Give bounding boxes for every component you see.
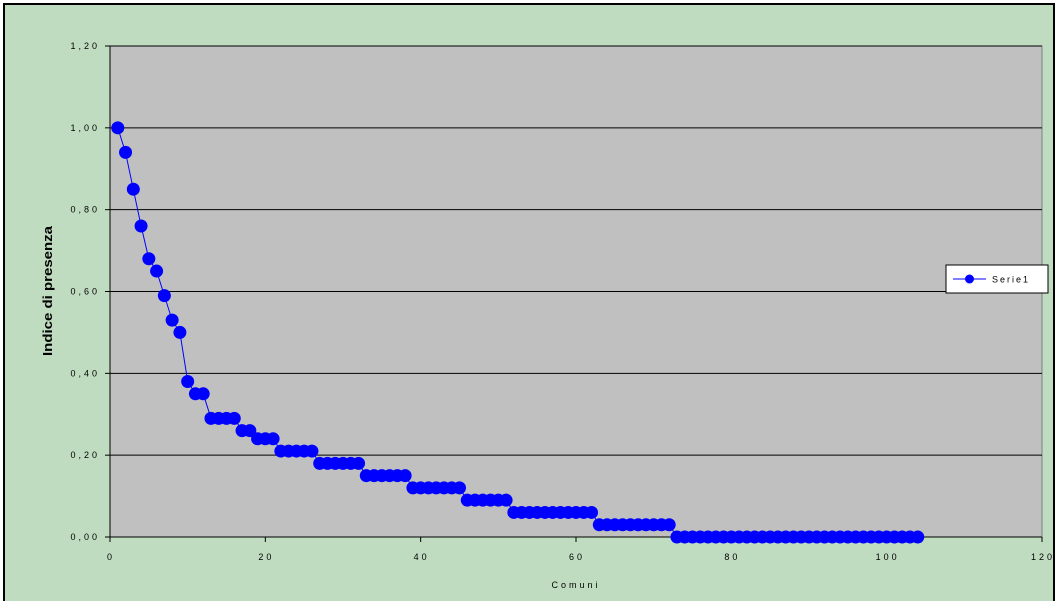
- data-point: [398, 469, 412, 483]
- data-point: [126, 182, 140, 196]
- x-tick-label: 0: [107, 552, 115, 562]
- data-point: [181, 375, 195, 389]
- data-point: [134, 219, 148, 233]
- y-tick-label: 0,80: [70, 205, 100, 215]
- data-point: [227, 411, 241, 425]
- data-point: [119, 145, 133, 159]
- data-point: [142, 252, 156, 266]
- data-point: [662, 518, 676, 532]
- legend-marker: [965, 274, 974, 284]
- y-tick-label: 0,60: [70, 287, 100, 297]
- data-point: [173, 325, 187, 339]
- y-tick-label: 1,00: [70, 123, 100, 133]
- legend: Serie1: [945, 264, 1049, 294]
- x-tick-label: 120: [1031, 552, 1055, 562]
- y-axis-label: Indice di presenza: [40, 225, 55, 356]
- data-point: [453, 481, 466, 495]
- data-point: [157, 289, 171, 303]
- gridlines: [110, 45, 1042, 456]
- x-tick-label: 80: [724, 552, 740, 562]
- x-tick-label: 20: [258, 552, 274, 562]
- data-point: [911, 530, 925, 544]
- x-axis-label: Comuni: [551, 580, 600, 590]
- data-point: [150, 264, 164, 278]
- y-tick-label: 0,20: [70, 450, 100, 460]
- data-point: [585, 505, 599, 519]
- data-point: [243, 424, 257, 438]
- x-tick-label: 100: [876, 552, 900, 562]
- series-layer: [111, 121, 925, 544]
- data-point: [352, 456, 366, 470]
- x-tick-label: 60: [569, 552, 585, 562]
- legend-label: Serie1: [992, 275, 1030, 285]
- data-point: [196, 387, 210, 401]
- data-point: [499, 493, 513, 507]
- y-tick-label: 1,20: [70, 41, 100, 51]
- x-tick-label: 40: [414, 552, 430, 562]
- data-point: [266, 432, 280, 446]
- data-point: [165, 313, 179, 327]
- data-point: [111, 121, 125, 135]
- y-axis-ticks: 0,00 0,20 0,40 0,60 0,80 1,00 1,20: [70, 41, 111, 542]
- y-tick-label: 0,40: [70, 368, 100, 378]
- y-tick-label: 0,00: [70, 532, 100, 542]
- data-point: [305, 444, 319, 458]
